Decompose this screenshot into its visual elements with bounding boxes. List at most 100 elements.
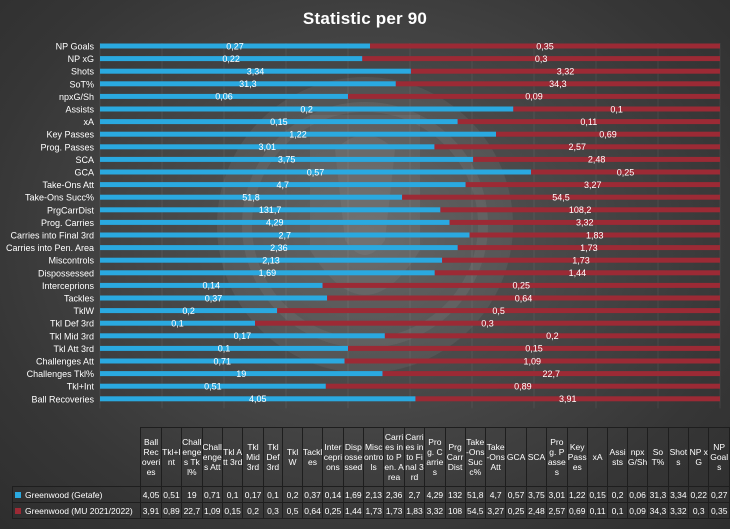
bar-mu [402,194,720,200]
value-label-mu: 1,73 [572,256,590,266]
table-cell: 1,73 [383,502,405,519]
bar-row: Carries into Final 3rd 2,7 1,83 [10,230,720,241]
bar-row: NP Goals 0,27 0,35 [56,41,720,52]
bar-mu [473,156,720,162]
table-cell: 3,34 [667,486,690,503]
table-header: GCA [505,427,527,487]
bar-row: xA 0,15 0,11 [83,117,720,127]
bar-row: Tackles 0,37 0,64 [64,293,720,304]
bar-mu [465,182,720,188]
bar-row: TklW 0,2 0,5 [74,306,720,316]
table-header: TklW [282,427,303,487]
legend-label: Greenwood (MU 2021/2022) [25,505,133,516]
value-label-mu: 2,48 [588,155,606,165]
bar-mu [327,295,720,301]
bar-mu [434,270,720,276]
bar-getafe [100,358,345,364]
table-cell: 3,01 [546,486,568,503]
table-header: Take-Ons Succ% [464,427,486,487]
category-label: Carries into Pen. Area [6,243,94,253]
category-label: TklW [74,306,95,316]
bar-getafe [100,219,450,225]
chart-title: Statistic per 90 [302,9,428,28]
bar-mu [415,396,720,402]
table-cell: 0,69 [566,502,588,519]
value-label-getafe: 0,2 [182,306,195,316]
table-header: npxG/Sh [626,427,649,487]
bar-getafe [100,371,383,377]
value-label-getafe: 0,17 [234,331,252,341]
bar-mu [449,219,720,225]
category-label: Interceprions [42,281,95,291]
value-label-mu: 1,83 [586,230,604,240]
bar-row: npxG/Sh 0,06 0,09 [59,92,720,102]
category-label: Take-Ons Att [42,180,94,190]
value-label-mu: 0,2 [546,331,559,341]
bar-getafe [100,320,255,326]
table-cell: 0,3 [262,502,284,519]
table-cell: 0,2 [607,486,628,503]
bar-getafe [100,232,470,238]
bar-row: NP xG 0,22 0,3 [68,54,720,64]
table-cell: 108 [444,502,466,519]
bar-getafe [100,43,370,49]
table-cell: 34,3 [647,502,669,519]
bar-mu [382,371,720,377]
table-header: Carries into Final 3rd [403,427,426,487]
value-label-getafe: 0,15 [270,117,288,127]
value-label-getafe: 0,37 [205,293,223,303]
category-label: Take-Ons Succ% [25,193,94,203]
value-label-mu: 0,1 [610,104,623,114]
value-label-getafe: 0,2 [300,104,313,114]
bar-mu [395,81,720,87]
value-label-mu: 0,35 [536,41,554,51]
table-cell: 0,06 [626,486,649,503]
bar-row: Take-Ons Att 4,7 3,27 [42,180,720,190]
bar-mu [255,320,720,326]
table-cell: 0,15 [586,486,609,503]
table-cell: 1,73 [363,502,385,519]
table-cell: 19 [181,486,203,503]
value-label-mu: 3,27 [584,180,602,190]
value-label-getafe: 0,57 [307,167,325,177]
stacked-bar-chart: NP Goals 0,27 0,35 NP xG 0,22 0,3 Shots 3,34 3,3… [6,41,721,409]
bar-getafe [100,345,348,351]
bar-mu [277,308,720,314]
bar-row: Carries into Pen. Area 2,36 1,73 [6,243,720,253]
table-header: Take-Ons Att [484,427,507,487]
table-header: Carries into Pen. Area [383,427,405,487]
bar-row: Tkl Att 3rd 0,1 0,15 [53,344,720,354]
value-label-getafe: 3,75 [278,155,296,165]
table-cell: 4,7 [484,486,507,503]
bar-getafe [100,295,328,301]
table-header: Challenges Tkl% [181,427,203,487]
value-label-mu: 0,11 [580,117,597,127]
category-label: Tackles [64,294,95,304]
bar-row: Take-Ons Succ% 51,8 54,5 [25,193,720,203]
table-cell: 54,5 [464,502,486,519]
value-label-getafe: 0,1 [171,319,184,329]
value-label-mu: 0,15 [525,344,543,354]
table-cell: 2,48 [525,502,548,519]
table-cell: 31,3 [647,486,669,503]
bar-row: Assists 0,2 0,1 [65,104,720,115]
value-label-getafe: 0,06 [215,92,233,102]
table-header: Prog. Passes [546,427,568,487]
table-header: Challenges Att [201,427,223,487]
table-cell: 0,1 [607,502,628,519]
table-cell: 0,64 [301,502,324,519]
table-cell: 1,22 [566,486,588,503]
category-label: NP xG [68,54,94,64]
table-header: NP Goals [708,427,730,487]
table-cell: 132 [444,486,466,503]
table-row: Greenwood (Getafe) 4,05 0,51 19 0,71 0,1 0,17 0… [11,486,730,503]
category-label: Prog. Carries [41,218,95,228]
table-cell: 22,7 [181,502,203,519]
value-label-getafe: 3,34 [247,67,265,77]
bar-mu [457,119,720,125]
bar-mu [322,282,720,288]
value-label-mu: 3,32 [576,218,594,228]
bar-getafe [100,270,435,276]
bar-getafe [100,56,363,62]
table-cell: 0,2 [242,502,264,519]
